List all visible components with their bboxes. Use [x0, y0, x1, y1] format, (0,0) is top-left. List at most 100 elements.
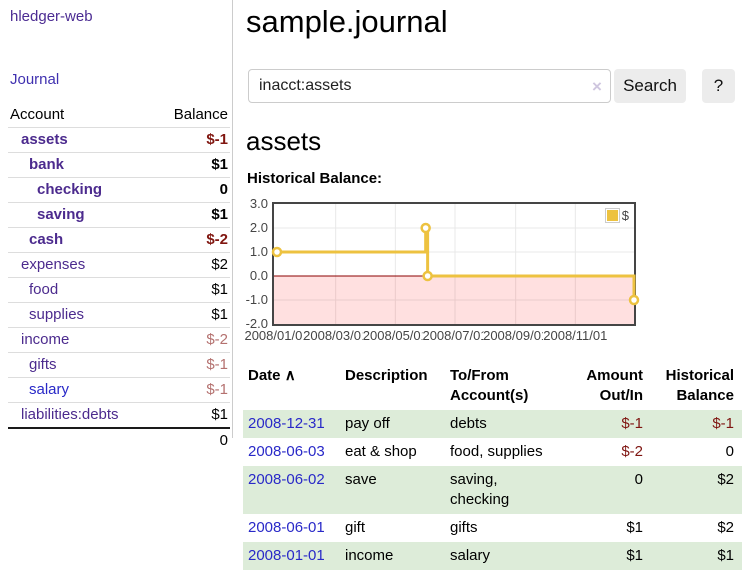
account-link-assets[interactable]: assets [21, 131, 68, 148]
search-input[interactable] [248, 69, 611, 103]
transaction-date-link[interactable]: 2008-06-02 [248, 471, 325, 488]
transaction-balance: $2 [717, 519, 734, 536]
account-balance: $1 [154, 302, 230, 328]
register-header-row: Date ∧ Description To/From Account(s) Am… [243, 362, 742, 410]
transaction-balance: $1 [717, 547, 734, 564]
transaction-amount: $-1 [621, 415, 643, 432]
account-link-cash[interactable]: cash [29, 231, 64, 248]
table-row: 2008-01-01 income salary $1 $1 [243, 542, 742, 570]
accounts-header-account: Account [8, 103, 155, 128]
x-tick-label: 2008/05/01 [362, 328, 428, 343]
y-tick-label: 1.0 [249, 244, 268, 259]
account-balance: $-1 [154, 127, 230, 153]
transaction-balance: 0 [725, 443, 734, 460]
account-row: food $1 [8, 277, 230, 303]
account-link-liabilities-debts[interactable]: liabilities:debts [21, 406, 119, 423]
transaction-accounts: saving, checking [450, 471, 510, 508]
chart-title: Historical Balance: [247, 170, 383, 187]
col-header-description: Description [345, 367, 428, 384]
account-balance: 0 [154, 177, 230, 203]
transaction-accounts: debts [450, 415, 487, 432]
x-tick-label: 2008/01/01 [244, 328, 310, 343]
transaction-accounts: gifts [450, 519, 478, 536]
account-balance: $2 [154, 252, 230, 278]
table-row: 2008-06-02 save saving, checking 0 $2 [243, 466, 742, 514]
account-link-checking[interactable]: checking [37, 181, 103, 198]
accounts-total-value: 0 [154, 427, 230, 453]
account-link-saving[interactable]: saving [37, 206, 85, 223]
legend-label: $ [621, 208, 629, 223]
table-row: 2008-06-01 gift gifts $1 $2 [243, 514, 742, 542]
col-header-date[interactable]: Date ∧ [248, 367, 296, 384]
transaction-amount: $1 [626, 519, 643, 536]
transaction-date-link[interactable]: 2008-01-01 [248, 547, 325, 564]
account-row: gifts $-1 [8, 352, 230, 378]
register-table: Date ∧ Description To/From Account(s) Am… [243, 362, 742, 570]
chart-legend: $ [604, 208, 629, 223]
accounts-total-row: 0 [8, 427, 230, 453]
transaction-description: gift [345, 519, 366, 536]
transaction-description: eat & shop [345, 443, 417, 460]
col-header-amount: Amount Out/In [586, 367, 643, 404]
account-link-salary[interactable]: salary [29, 381, 70, 398]
account-row: liabilities:debts $1 [8, 402, 230, 429]
account-row: checking 0 [8, 177, 230, 203]
account-balance: $1 [154, 152, 230, 178]
col-header-historical: Historical Balance [665, 367, 734, 404]
account-row: supplies $1 [8, 302, 230, 328]
transaction-amount: $-2 [621, 443, 643, 460]
account-row: bank $1 [8, 152, 230, 178]
chart-canvas [271, 204, 640, 324]
y-tick-label: 3.0 [249, 196, 268, 211]
accounts-header-row: Account Balance [8, 103, 230, 128]
account-row: salary $-1 [8, 377, 230, 403]
account-balance: $1 [154, 202, 230, 228]
account-row: assets $-1 [8, 127, 230, 153]
x-tick-label: 2008/07/01 [422, 328, 488, 343]
page-title: sample.journal [246, 4, 448, 39]
account-row: expenses $2 [8, 252, 230, 278]
table-row: 2008-06-03 eat & shop food, supplies $-2… [243, 438, 742, 466]
accounts-header-balance: Balance [154, 103, 230, 128]
account-link-bank[interactable]: bank [29, 156, 65, 173]
clear-search-icon[interactable]: × [592, 77, 602, 96]
transaction-description: save [345, 471, 377, 488]
app-title-link[interactable]: hledger-web [10, 8, 93, 25]
account-link-expenses[interactable]: expenses [21, 256, 86, 273]
transaction-accounts: salary [450, 547, 491, 564]
transaction-date-link[interactable]: 2008-12-31 [248, 415, 325, 432]
y-tick-label: 0.0 [249, 268, 268, 283]
col-header-tofrom: To/From Account(s) [450, 367, 529, 404]
historical-balance-chart: $ [271, 202, 640, 326]
account-row: income $-2 [8, 327, 230, 353]
search-button[interactable]: Search [614, 69, 686, 103]
account-balance: $1 [154, 402, 230, 429]
y-tick-label: -1.0 [245, 292, 268, 307]
transaction-description: pay off [345, 415, 390, 432]
transaction-date-link[interactable]: 2008-06-01 [248, 519, 325, 536]
transaction-balance: $2 [717, 471, 734, 488]
account-heading: assets [246, 126, 322, 156]
transaction-accounts: food, supplies [450, 443, 543, 460]
account-balance: $1 [154, 277, 230, 303]
account-link-food[interactable]: food [29, 281, 59, 298]
x-tick-label: 2008/11/01 [543, 328, 608, 343]
account-balance: $-2 [154, 227, 230, 253]
sidebar-divider [232, 0, 233, 438]
x-tick-label: 2008/09/01 [483, 328, 549, 343]
account-balance: $-1 [154, 377, 230, 403]
transaction-balance: $-1 [712, 415, 734, 432]
help-button[interactable]: ? [702, 69, 735, 103]
account-link-supplies[interactable]: supplies [29, 306, 85, 323]
account-balance: $-2 [154, 327, 230, 353]
transaction-amount: $1 [626, 547, 643, 564]
y-tick-label: -2.0 [245, 316, 268, 331]
account-link-income[interactable]: income [21, 331, 70, 348]
transaction-date-link[interactable]: 2008-06-03 [248, 443, 325, 460]
transaction-description: income [345, 547, 394, 564]
sidebar-item-journal[interactable]: Journal [10, 71, 60, 88]
table-row: 2008-12-31 pay off debts $-1 $-1 [243, 410, 742, 438]
y-tick-label: 2.0 [249, 220, 268, 235]
account-link-gifts[interactable]: gifts [29, 356, 57, 373]
account-row: saving $1 [8, 202, 230, 228]
